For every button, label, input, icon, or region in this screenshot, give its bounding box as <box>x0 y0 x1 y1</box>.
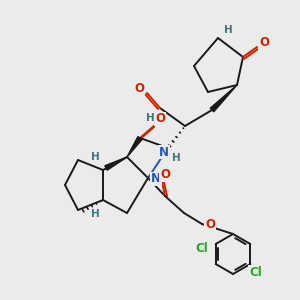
Text: O: O <box>155 112 165 125</box>
Polygon shape <box>105 157 127 170</box>
Text: Cl: Cl <box>195 242 208 254</box>
Text: O: O <box>205 218 215 232</box>
Text: N: N <box>151 172 161 185</box>
Text: H: H <box>224 25 232 35</box>
Text: N: N <box>159 146 169 158</box>
Text: H: H <box>91 152 99 162</box>
Text: Cl: Cl <box>249 266 262 278</box>
Text: O: O <box>134 82 144 94</box>
Polygon shape <box>210 85 237 112</box>
Text: H: H <box>172 153 180 163</box>
Text: O: O <box>160 169 170 182</box>
Text: H: H <box>91 209 99 219</box>
Polygon shape <box>127 136 142 157</box>
Text: H: H <box>146 113 154 123</box>
Text: O: O <box>259 37 269 50</box>
